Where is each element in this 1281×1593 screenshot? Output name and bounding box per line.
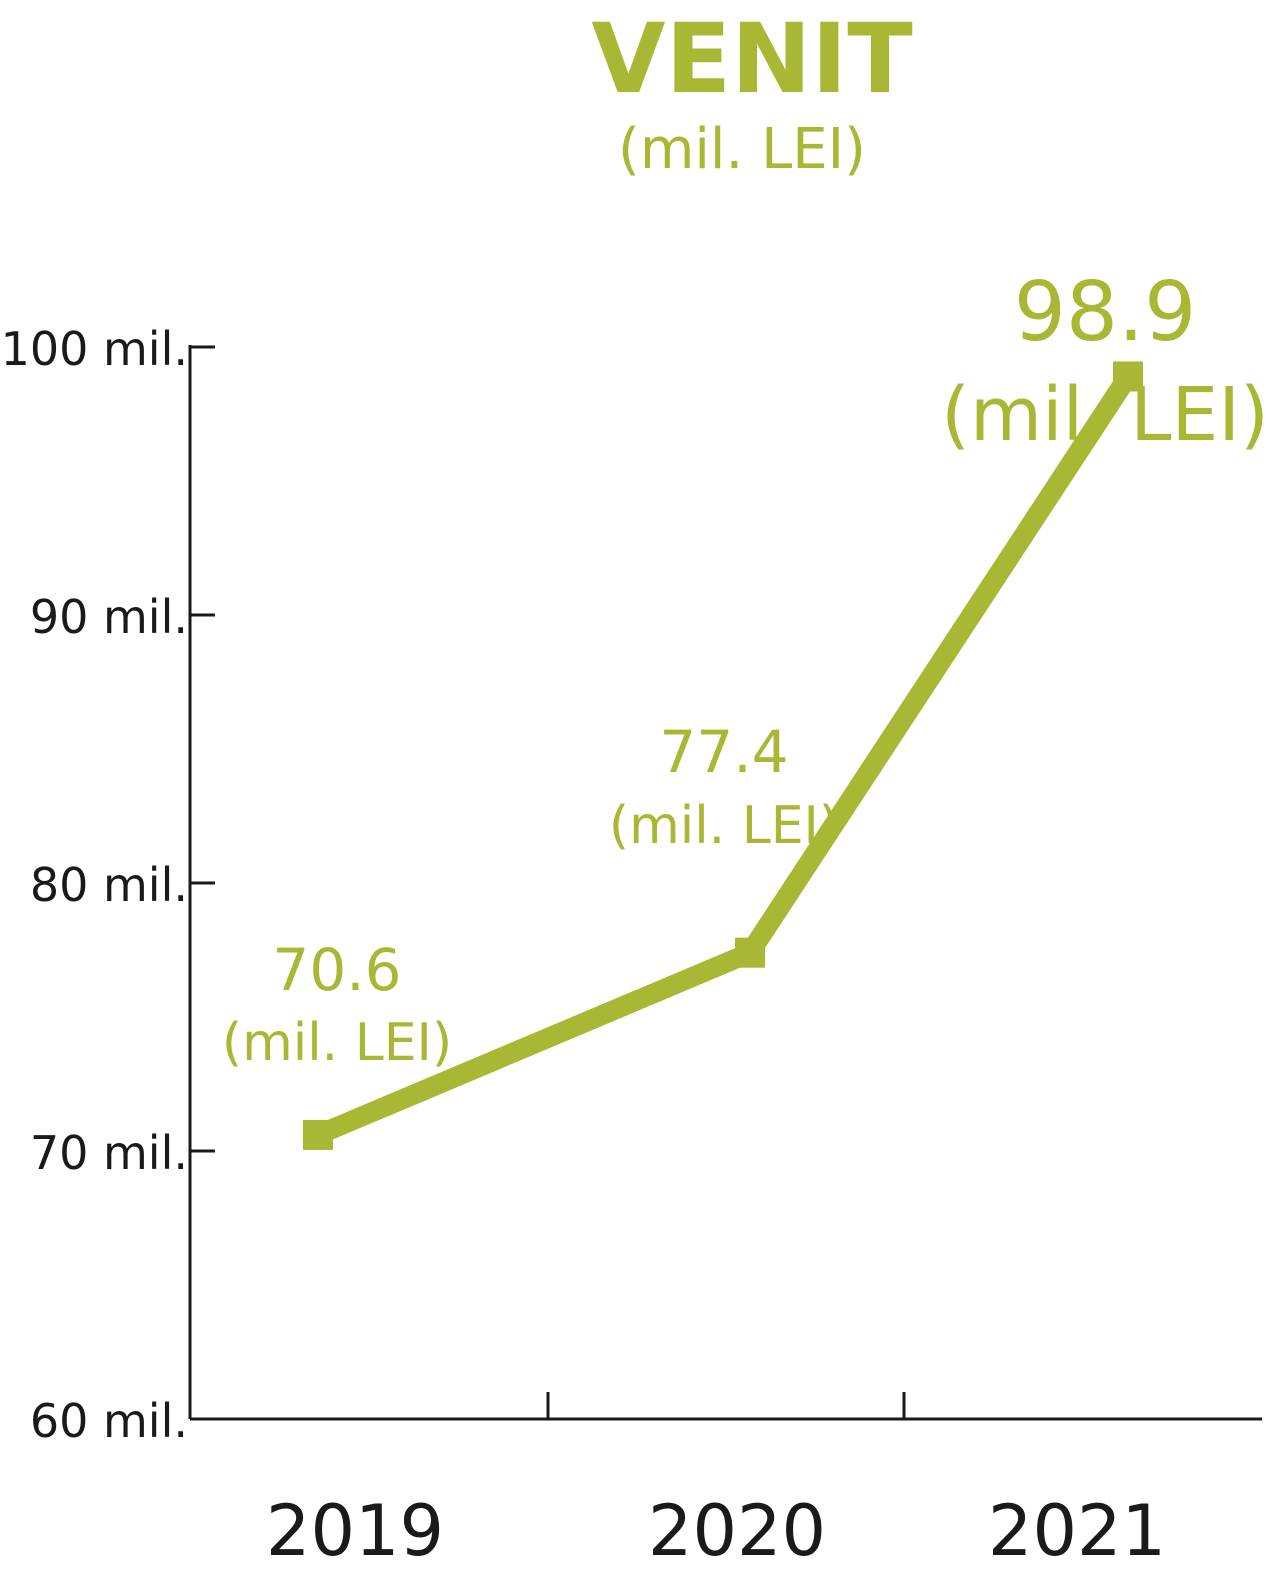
x-tick-label: 2020	[648, 1490, 826, 1572]
data-label-value: 98.9	[1014, 265, 1197, 360]
data-label-value: 70.6	[272, 936, 401, 1004]
y-tick-label: 90 mil.	[30, 590, 188, 644]
data-labels: 70.6 (mil. LEI) 77.4 (mil. LEI) 98.9 (mil. LE…	[222, 265, 1269, 1073]
axes	[188, 345, 1262, 1421]
series-line	[303, 361, 1143, 1150]
data-label-unit: (mil. LEI)	[609, 796, 839, 856]
x-axis-ticks: 2019 2020 2021	[266, 1490, 1166, 1572]
y-tick-label: 80 mil.	[30, 858, 188, 912]
data-point-2021	[1113, 361, 1143, 392]
y-tick-label: 100 mil.	[1, 322, 188, 376]
x-tick-label: 2021	[988, 1490, 1166, 1572]
data-label-unit: (mil. LEI)	[222, 1013, 452, 1073]
y-axis-ticks: 100 mil. 90 mil. 80 mil. 70 mil. 60 mil.	[1, 322, 215, 1448]
data-point-2019	[303, 1119, 333, 1150]
y-tick-label: 70 mil.	[30, 1126, 188, 1180]
data-label-unit: (mil. LEI)	[941, 372, 1269, 458]
chart-subtitle: (mil. LEI)	[618, 117, 866, 182]
x-tick-label: 2019	[266, 1490, 444, 1572]
chart-title: VENIT	[591, 3, 912, 115]
data-label-value: 77.4	[659, 718, 788, 786]
data-point-2020	[735, 937, 765, 968]
y-tick-label: 60 mil.	[30, 1394, 188, 1448]
